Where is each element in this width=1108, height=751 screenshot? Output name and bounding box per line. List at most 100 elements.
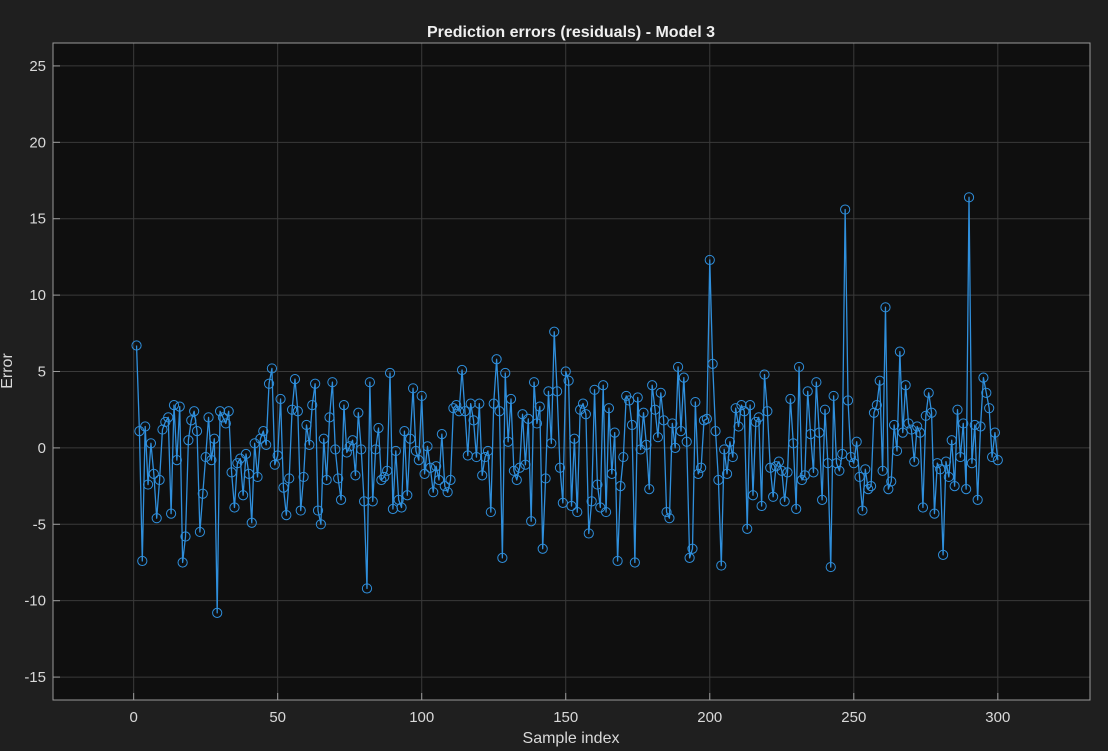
data-point — [986, 451, 998, 463]
data-point — [641, 439, 652, 450]
data-point — [312, 505, 324, 516]
data-point — [966, 458, 978, 469]
data-point — [330, 444, 341, 455]
data-point — [808, 467, 819, 478]
data-point — [638, 407, 649, 418]
data-point — [943, 471, 954, 483]
data-point — [212, 607, 223, 619]
data-point — [281, 510, 292, 521]
data-point — [929, 508, 940, 519]
data-point — [468, 415, 479, 426]
data-point — [609, 427, 620, 438]
data-point — [543, 386, 554, 397]
data-point — [569, 433, 580, 444]
data-point — [920, 410, 931, 421]
data-point — [701, 413, 712, 424]
data-point — [402, 490, 413, 501]
data-point — [335, 494, 347, 505]
data-point — [603, 403, 615, 414]
data-point — [958, 418, 969, 429]
axis-ticks: 0 50 100 150 200 250 300 -15 -10 -5 0 5 10 15 20 25 — [24, 58, 1010, 726]
data-point — [347, 435, 358, 446]
data-point — [975, 421, 986, 432]
data-point — [200, 451, 211, 463]
y-tick-label: -10 — [24, 593, 46, 610]
data-point — [407, 383, 419, 394]
data-point — [321, 474, 332, 486]
data-point — [189, 406, 200, 417]
data-point — [871, 400, 882, 411]
data-point — [675, 425, 687, 437]
data-point — [909, 456, 920, 467]
data-point — [696, 462, 707, 473]
data-point — [344, 441, 355, 452]
data-point — [563, 375, 574, 386]
data-point — [376, 474, 387, 486]
data-point — [768, 491, 779, 502]
data-point — [776, 465, 787, 476]
data-point — [598, 380, 609, 391]
data-point — [168, 400, 180, 411]
data-point — [304, 439, 315, 450]
data-point — [652, 432, 664, 443]
x-tick-label: 150 — [553, 709, 578, 726]
data-point — [416, 390, 427, 402]
data-point — [854, 471, 865, 483]
data-point — [822, 458, 833, 469]
data-point — [828, 390, 839, 402]
data-point — [865, 480, 877, 492]
data-point — [454, 406, 465, 417]
x-tick-label: 0 — [129, 709, 137, 726]
data-point — [456, 364, 468, 376]
data-point — [583, 528, 594, 539]
data-point — [917, 502, 929, 513]
data-point — [286, 404, 298, 415]
data-point — [422, 441, 433, 452]
data-point — [868, 407, 880, 418]
series-residuals — [131, 192, 1003, 619]
data-point — [935, 464, 946, 475]
data-point — [514, 462, 525, 473]
data-point — [413, 455, 424, 466]
data-point — [831, 458, 842, 469]
data-point — [615, 480, 626, 492]
data-point — [191, 425, 203, 437]
data-point — [937, 549, 949, 560]
x-tick-label: 300 — [985, 709, 1010, 726]
data-point — [817, 494, 828, 505]
data-point — [863, 484, 874, 495]
data-point — [431, 461, 442, 472]
data-point — [592, 479, 603, 490]
data-point — [577, 398, 589, 409]
data-point — [393, 494, 404, 505]
data-point — [811, 377, 822, 388]
data-point — [834, 465, 845, 476]
y-tick-label: -15 — [24, 669, 46, 686]
data-point — [572, 506, 583, 518]
data-point — [713, 474, 724, 486]
data-point — [350, 470, 361, 481]
data-point — [661, 506, 672, 518]
data-point — [739, 406, 750, 417]
data-point — [889, 419, 900, 431]
data-point — [814, 427, 825, 438]
data-point — [154, 474, 165, 486]
x-tick-label: 100 — [409, 709, 434, 726]
data-point — [364, 377, 375, 388]
data-point — [471, 451, 482, 463]
data-point — [961, 484, 972, 495]
data-point — [940, 456, 952, 467]
data-point — [448, 403, 459, 414]
data-point — [681, 436, 692, 447]
data-point — [923, 387, 934, 398]
data-point — [733, 421, 744, 432]
data-point — [180, 531, 191, 542]
data-point — [802, 386, 813, 397]
data-point — [690, 396, 701, 408]
data-point — [687, 543, 698, 554]
data-point — [845, 451, 857, 463]
data-point — [361, 583, 373, 594]
y-tick-label: 0 — [38, 440, 46, 457]
data-point — [229, 502, 240, 513]
data-point — [678, 372, 689, 383]
